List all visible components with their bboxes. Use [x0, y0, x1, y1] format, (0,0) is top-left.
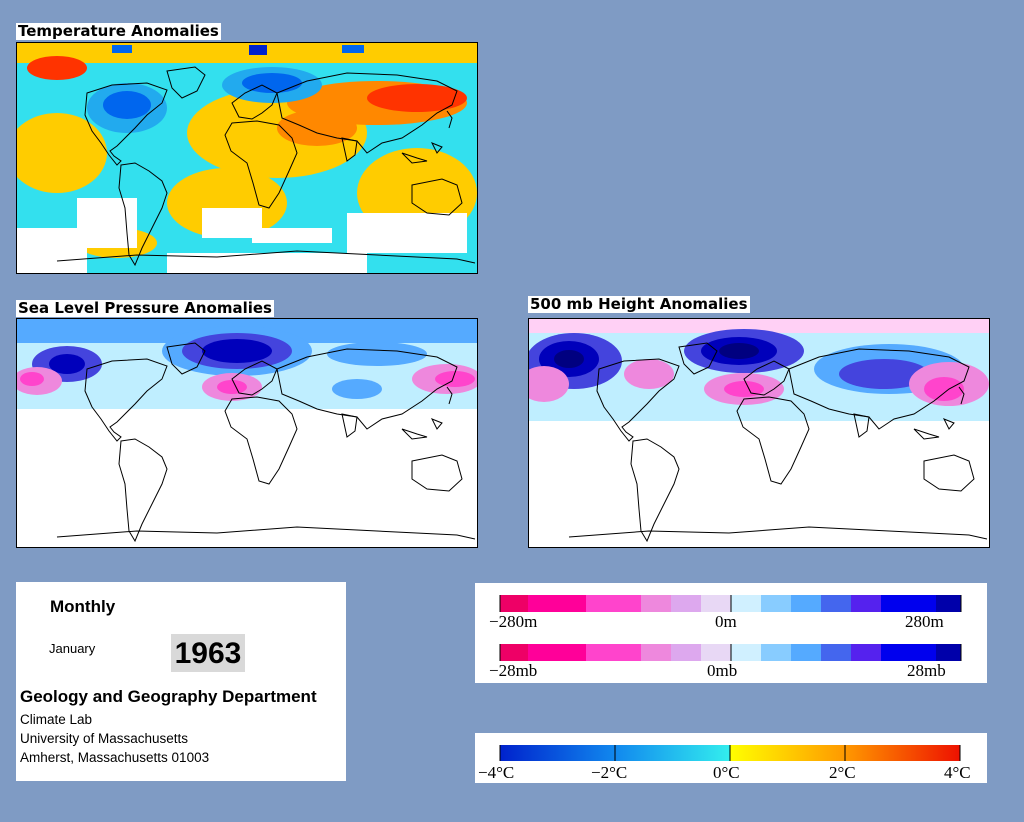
year-label: 1963: [171, 634, 245, 672]
lab-name: Climate Lab: [20, 712, 93, 727]
height-anomaly-map[interactable]: [528, 318, 990, 548]
temp-tick-label: 2°C: [829, 763, 856, 782]
university-name: University of Massachusetts: [20, 731, 189, 746]
anomaly-legend: −280m 0m 280m −28mb 0mb 28mb: [475, 583, 987, 683]
height-color-bar: [499, 595, 962, 612]
month-label: January: [49, 641, 96, 656]
info-box: Monthly January 1963 Geology and Geograp…: [16, 582, 346, 781]
height-mid-label: 0m: [715, 612, 737, 631]
slp-map-title: Sea Level Pressure Anomalies: [16, 299, 274, 317]
pressure-min-label: −28mb: [489, 661, 537, 680]
temp-tick-label: −4°C: [478, 763, 514, 782]
height-max-label: 280m: [905, 612, 944, 631]
slp-anomaly-map[interactable]: [16, 318, 478, 548]
pressure-max-label: 28mb: [907, 661, 946, 680]
temperature-map-title: Temperature Anomalies: [16, 22, 221, 40]
department-name: Geology and Geography Department: [20, 687, 317, 706]
temperature-legend: −4°C −2°C 0°C 2°C 4°C: [475, 733, 987, 783]
period-label: Monthly: [50, 597, 116, 616]
height-min-label: −280m: [489, 612, 537, 631]
temp-tick-label: 4°C: [944, 763, 971, 782]
temperature-anomaly-map[interactable]: [16, 42, 478, 274]
temp-tick-label: 0°C: [713, 763, 740, 782]
address: Amherst, Massachusetts 01003: [20, 750, 210, 765]
height-map-title: 500 mb Height Anomalies: [528, 295, 750, 313]
temp-tick-label: −2°C: [591, 763, 627, 782]
pressure-color-bar: [499, 644, 962, 661]
pressure-mid-label: 0mb: [707, 661, 737, 680]
